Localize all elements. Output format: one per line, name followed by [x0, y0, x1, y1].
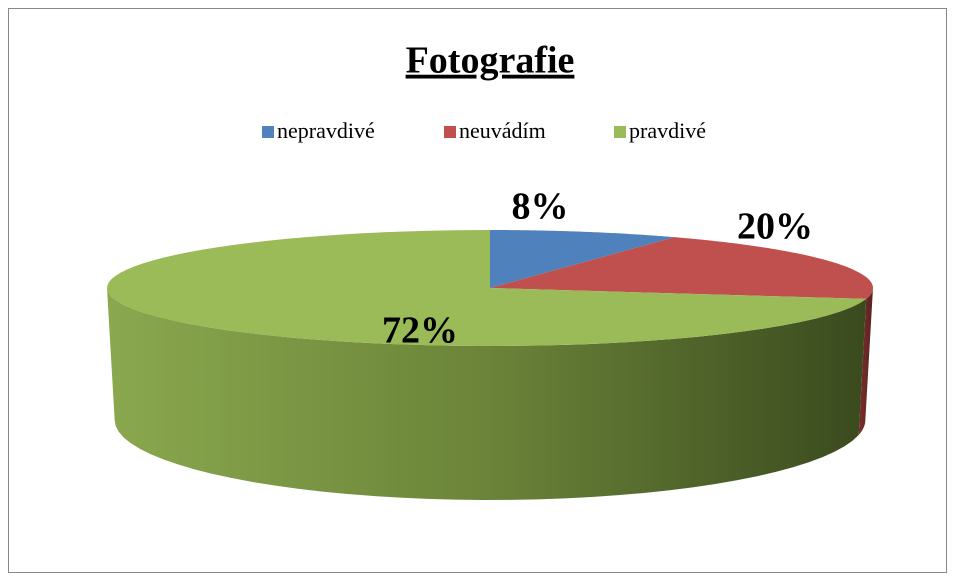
legend-label: neuvádím	[459, 118, 546, 143]
chart-title: Fotografie	[406, 40, 575, 82]
slice	[490, 237, 873, 299]
legend-swatch	[444, 126, 456, 138]
slice-side	[107, 288, 867, 500]
data-label: 20%	[737, 206, 813, 248]
slice-side	[858, 288, 873, 435]
legend-label: pravdivé	[629, 118, 706, 143]
data-label: 8%	[512, 186, 569, 228]
slice	[107, 230, 867, 346]
legend-label: nepravdivé	[277, 118, 375, 143]
slice	[490, 230, 675, 288]
legend-swatch	[614, 126, 626, 138]
legend-swatch	[262, 126, 274, 138]
data-label: 72%	[382, 310, 458, 352]
